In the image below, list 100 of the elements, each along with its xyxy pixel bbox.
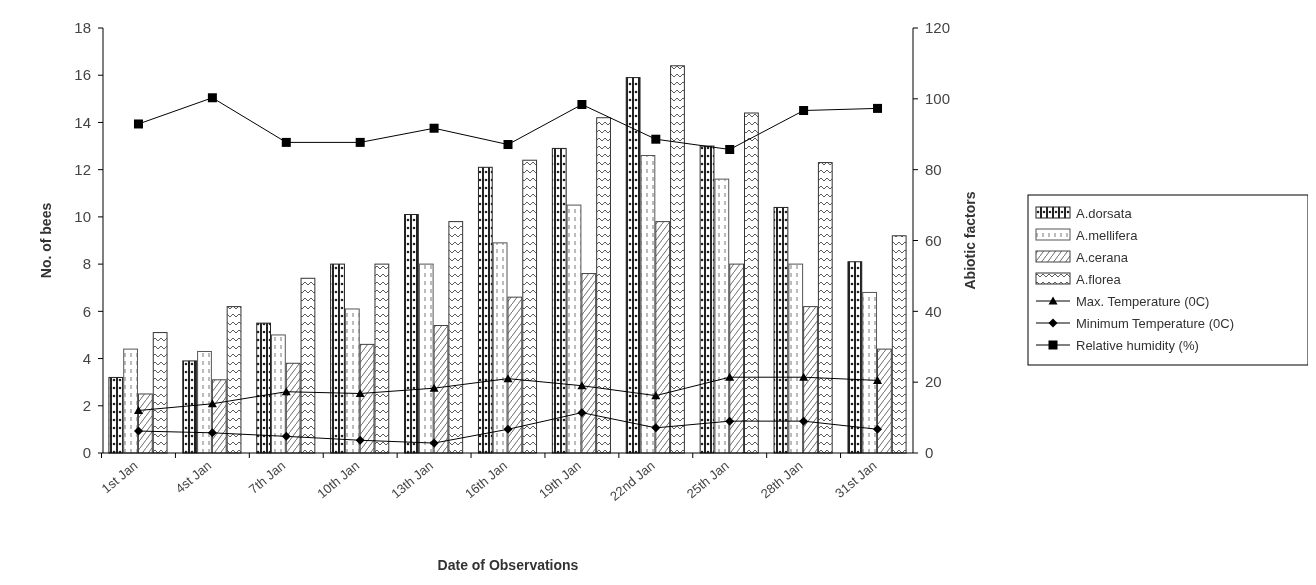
- bar: [477, 166, 493, 454]
- y2-tick-label: 120: [925, 19, 951, 37]
- point: [577, 381, 587, 390]
- bar: [640, 155, 656, 454]
- bar: [271, 334, 286, 454]
- bar: [418, 263, 434, 454]
- x-axis-title: Date of Observations: [437, 557, 579, 573]
- y2-tick-label: 60: [925, 231, 942, 249]
- bar: [773, 206, 789, 454]
- legend-label: Max. Temperature (0C): [1076, 293, 1210, 309]
- bar: [197, 350, 212, 454]
- x-tick-label: 4st Jan: [172, 457, 215, 497]
- bar: [374, 263, 390, 454]
- bar: [847, 261, 863, 454]
- y2-tick-label: 20: [925, 373, 942, 391]
- point: [799, 106, 809, 116]
- point: [355, 137, 365, 147]
- bar: [862, 291, 878, 454]
- bar: [522, 159, 538, 454]
- bar: [788, 263, 804, 454]
- point: [429, 438, 439, 448]
- bar: [507, 296, 523, 454]
- legend-label: A.florea: [1076, 271, 1122, 287]
- y-tick-label: 2: [82, 397, 91, 415]
- bar: [803, 306, 818, 454]
- point: [799, 416, 809, 426]
- point: [799, 372, 809, 381]
- point: [133, 119, 143, 129]
- point: [281, 431, 291, 441]
- legend-label: A.mellifera: [1076, 227, 1139, 243]
- y-tick-label: 16: [74, 66, 91, 84]
- point: [725, 372, 735, 381]
- point: [873, 375, 883, 384]
- bar: [330, 263, 345, 454]
- point: [207, 428, 217, 438]
- point: [355, 435, 365, 445]
- y2-tick-label: 100: [925, 90, 951, 108]
- bar: [256, 322, 271, 454]
- bar: [404, 214, 419, 454]
- legend-label: A.cerana: [1076, 249, 1129, 265]
- bar: [714, 178, 730, 454]
- y2-axis-title: Abiotic factors: [962, 191, 978, 290]
- bar: [817, 162, 833, 454]
- bar: [729, 263, 744, 454]
- point: [503, 140, 513, 150]
- bar: [877, 348, 892, 454]
- y2-tick-label: 0: [925, 444, 934, 462]
- point: [503, 424, 513, 434]
- x-tick-label: 13th Jan: [388, 457, 437, 502]
- x-tick-label: 31st Jan: [832, 457, 880, 501]
- bar: [448, 221, 464, 454]
- point: [207, 399, 217, 408]
- point: [577, 100, 587, 109]
- y-tick-label: 10: [74, 208, 91, 226]
- y-tick-label: 8: [82, 255, 91, 273]
- bar: [152, 332, 168, 454]
- legend-label: Minimum Temperature (0C): [1076, 315, 1234, 331]
- point: [281, 387, 291, 396]
- y-axis-title: No. of bees: [38, 202, 54, 279]
- bar: [551, 147, 567, 454]
- point: [651, 423, 661, 433]
- point: [873, 103, 883, 113]
- bar: [581, 273, 597, 454]
- bar: [182, 360, 198, 454]
- x-tick-label: 7th Jan: [245, 457, 289, 497]
- bar: [891, 235, 907, 454]
- bar: [699, 145, 715, 454]
- y-tick-label: 0: [82, 444, 91, 462]
- x-tick-label: 1st Jan: [98, 457, 141, 497]
- y2-tick-label: 80: [925, 160, 942, 178]
- x-tick-label: 19th Jan: [535, 457, 584, 502]
- point: [503, 374, 513, 383]
- bar: [566, 204, 582, 454]
- bar: [492, 242, 508, 454]
- bar: [108, 376, 124, 454]
- bar: [344, 308, 360, 454]
- bar: [596, 117, 611, 454]
- bar: [433, 325, 449, 454]
- point: [133, 426, 143, 436]
- bar: [226, 306, 242, 454]
- bar: [123, 348, 138, 454]
- point: [281, 137, 291, 147]
- point: [133, 406, 143, 415]
- bar: [300, 277, 316, 454]
- x-tick-label: 28th Jan: [757, 457, 806, 502]
- y2-tick-label: 40: [925, 302, 942, 320]
- legend-label: Relative humidity (%): [1076, 337, 1199, 353]
- point: [873, 424, 883, 434]
- y-tick-label: 4: [82, 349, 91, 367]
- x-tick-label: 10th Jan: [314, 457, 363, 502]
- point: [207, 93, 217, 103]
- point: [651, 134, 661, 144]
- y-tick-label: 6: [82, 302, 91, 320]
- legend-label: A.dorsata: [1076, 205, 1133, 221]
- point: [429, 123, 439, 133]
- x-tick-label: 16th Jan: [462, 457, 510, 502]
- point: [429, 383, 439, 392]
- point: [725, 144, 735, 154]
- point: [577, 408, 587, 418]
- point: [651, 391, 661, 400]
